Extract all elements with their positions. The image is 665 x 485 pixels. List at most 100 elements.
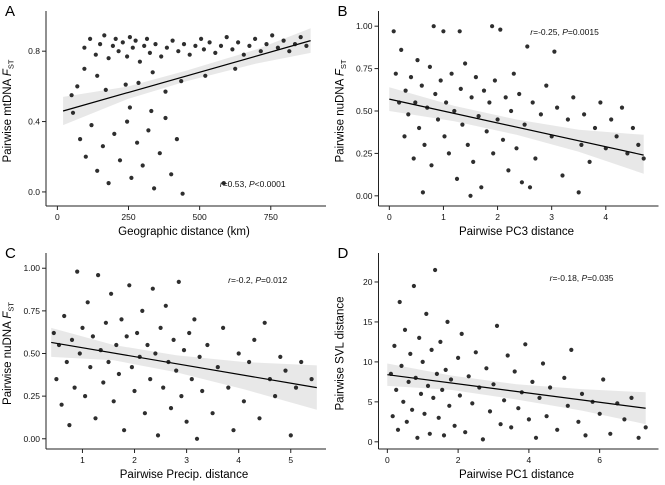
data-point: [264, 42, 269, 47]
data-point: [210, 411, 215, 416]
data-point: [278, 354, 283, 359]
x-tick-label: 3: [549, 212, 554, 222]
data-point: [106, 56, 111, 61]
data-point: [224, 35, 229, 40]
data-point: [72, 385, 77, 390]
data-point: [406, 112, 411, 117]
data-point: [187, 330, 192, 336]
data-point: [571, 95, 576, 100]
data-point: [441, 433, 447, 438]
panel-c: 1 2 3 4 5 0.00 0.25 0.50 0.75 1.00 Pairwise Precip…: [0, 242, 332, 485]
data-point: [117, 158, 123, 163]
data-point: [410, 407, 415, 412]
data-point: [419, 83, 424, 88]
data-point: [470, 401, 475, 406]
data-point: [253, 36, 258, 42]
data-point: [448, 377, 454, 382]
y-tick-label: 0.25: [23, 391, 40, 401]
data-point: [273, 394, 278, 399]
data-point: [411, 156, 416, 161]
scatter-plot-c: 1 2 3 4 5 0.00 0.25 0.50 0.75 1.00 Pairwise Precip…: [2, 245, 326, 481]
correlation-annotation: r=0.53, P<0.0001: [220, 179, 286, 189]
data-point: [597, 411, 602, 416]
data-point: [267, 377, 272, 382]
x-tick-label: 4: [527, 455, 532, 465]
data-point: [114, 342, 119, 348]
data-point: [82, 66, 87, 71]
data-points: [51, 269, 314, 441]
data-point: [422, 411, 427, 416]
data-point: [125, 119, 130, 124]
data-point: [425, 383, 431, 388]
data-point: [257, 416, 262, 421]
data-point: [438, 339, 443, 344]
data-point: [100, 144, 105, 149]
data-point: [452, 423, 457, 428]
data-point: [413, 100, 418, 105]
x-axis-label: Pairwise Precip. distance: [120, 469, 248, 481]
data-point: [157, 151, 162, 156]
data-point: [168, 406, 174, 411]
y-tick-label: 0.75: [23, 306, 40, 316]
data-point: [176, 49, 181, 54]
data-point: [523, 342, 528, 347]
data-point: [129, 175, 134, 180]
panel-a: 0 250 500 750 0.0 0.4 0.8 Geographic distance (…: [0, 0, 332, 242]
x-tick-label: 3: [184, 455, 189, 465]
data-point: [402, 327, 408, 332]
data-point: [142, 411, 147, 416]
data-point: [555, 427, 560, 432]
x-tick-label: 500: [193, 212, 207, 222]
data-point: [392, 343, 397, 348]
data-point: [582, 112, 587, 117]
x-axis-label: Pairwise PC1 distance: [459, 469, 574, 481]
data-point: [135, 140, 140, 145]
data-point: [422, 142, 427, 147]
data-point: [505, 353, 510, 358]
data-point: [241, 52, 246, 57]
data-point: [549, 134, 554, 139]
data-point: [540, 361, 546, 366]
data-point: [516, 406, 521, 411]
data-point: [150, 286, 155, 291]
x-tick-label: 2: [456, 455, 461, 465]
data-point: [420, 190, 425, 195]
x-tick-label: 6: [597, 455, 602, 465]
data-point: [187, 52, 192, 57]
data-point: [135, 330, 140, 336]
data-point: [292, 42, 298, 47]
data-point: [247, 43, 252, 49]
data-point: [194, 436, 200, 441]
data-point: [293, 385, 299, 390]
data-point: [471, 159, 476, 164]
data-point: [111, 399, 116, 404]
data-point: [506, 168, 511, 173]
data-point: [129, 365, 134, 370]
data-point: [215, 365, 220, 370]
data-point: [433, 267, 438, 273]
data-point: [468, 193, 473, 198]
data-point: [440, 387, 445, 392]
data-point: [391, 29, 396, 34]
data-point: [622, 417, 627, 422]
data-point: [163, 115, 168, 121]
data-point: [130, 45, 135, 50]
data-point: [517, 91, 522, 97]
data-point: [503, 95, 508, 100]
data-point: [500, 137, 506, 142]
data-point: [199, 36, 204, 42]
data-point: [484, 129, 489, 134]
y-tick-label: 0.0: [28, 187, 40, 197]
data-point: [146, 128, 151, 133]
data-point: [459, 331, 464, 336]
data-point: [417, 335, 422, 340]
confidence-band: [63, 28, 311, 126]
panel-letter: B: [338, 3, 348, 20]
data-point: [275, 45, 280, 50]
data-point: [608, 431, 613, 436]
data-point: [399, 363, 404, 368]
data-point: [252, 337, 257, 342]
data-point: [576, 419, 581, 424]
data-point: [636, 435, 641, 440]
data-point: [137, 59, 142, 64]
